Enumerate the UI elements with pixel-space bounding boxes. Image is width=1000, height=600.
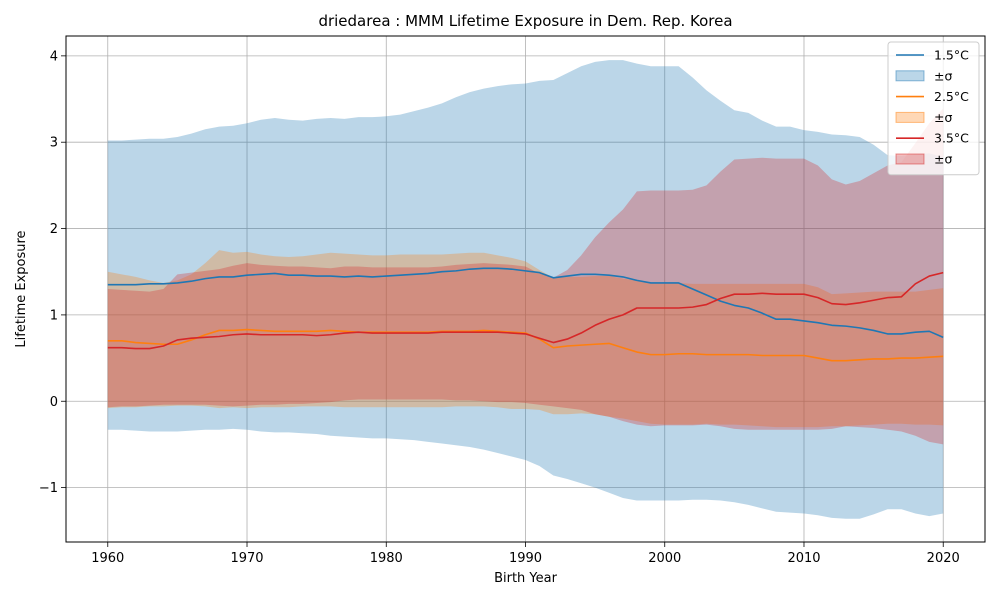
legend-band-swatch — [895, 153, 925, 165]
legend-label: 3.5°C — [934, 131, 969, 146]
legend-band-label: ±σ — [934, 110, 952, 125]
x-axis: 1960 1970 1980 1990 2000 2010 2020 — [91, 542, 960, 566]
chart-title: driedarea : MMM Lifetime Exposure in Dem… — [318, 12, 732, 30]
band-series-2 — [107, 108, 944, 445]
legend-label: 2.5°C — [934, 89, 969, 104]
x-axis-label: Birth Year — [494, 571, 558, 586]
y-tick-label: 4 — [50, 49, 58, 64]
y-tick-label: 0 — [50, 395, 58, 410]
lines — [107, 267, 944, 362]
y-tick-label: 1 — [50, 308, 58, 323]
x-tick-label: 1990 — [509, 551, 542, 566]
y-tick-label: 3 — [50, 136, 58, 151]
legend-band-label: ±σ — [934, 152, 952, 167]
x-tick-label: 1980 — [370, 551, 403, 566]
x-tick-label: 2010 — [787, 551, 820, 566]
legend-band-swatch — [895, 70, 925, 82]
grid — [66, 36, 985, 542]
x-tick-label: 1970 — [230, 551, 263, 566]
y-axis: −1 0 1 2 3 4 — [39, 49, 66, 496]
band-series-0 — [107, 60, 944, 519]
legend-band-label: ±σ — [934, 68, 952, 83]
legend-band-swatch — [895, 111, 925, 123]
y-tick-label: 2 — [50, 222, 58, 237]
bands — [107, 60, 944, 519]
y-axis-label: Lifetime Exposure — [14, 230, 29, 347]
y-tick-label: −1 — [39, 481, 58, 496]
legend-box — [887, 41, 980, 176]
legend: 1.5°C ±σ 2.5°C ±σ 3.5°C ±σ — [887, 41, 980, 176]
x-tick-label: 2000 — [648, 551, 681, 566]
x-tick-label: 2020 — [927, 551, 960, 566]
line-series-0 — [107, 267, 944, 339]
legend-label: 1.5°C — [934, 48, 969, 63]
line-series-2 — [107, 271, 944, 350]
line-series-1 — [107, 328, 944, 362]
x-tick-label: 1960 — [91, 551, 124, 566]
